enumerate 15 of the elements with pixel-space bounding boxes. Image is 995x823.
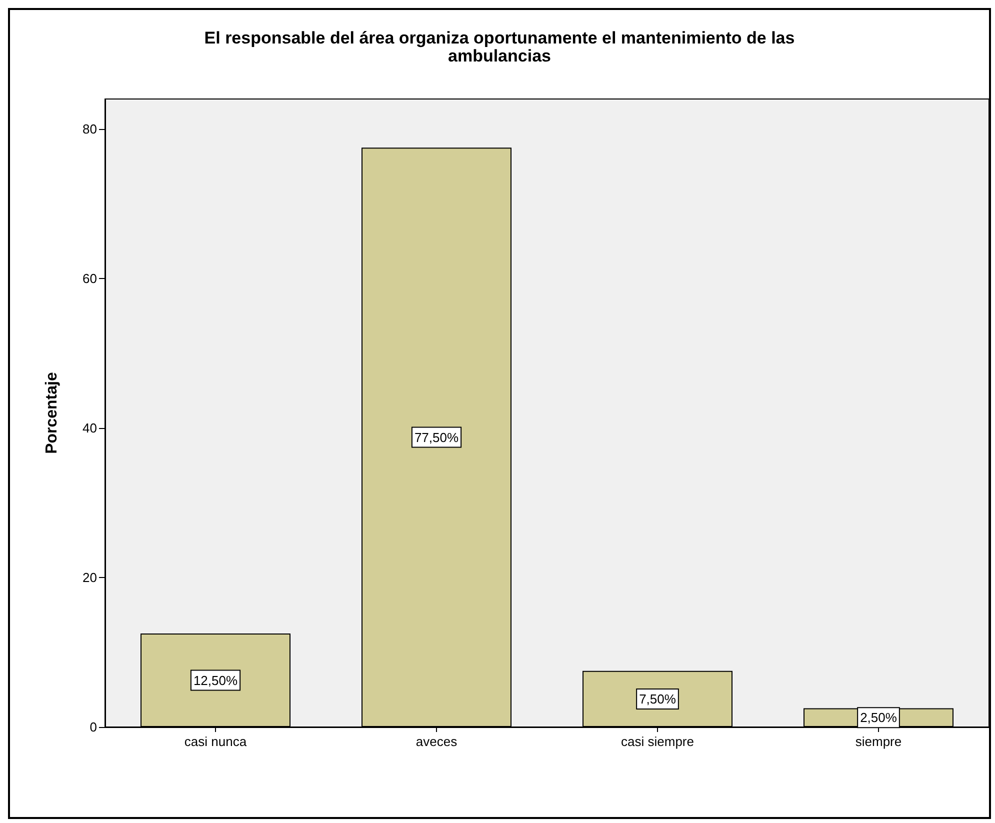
- data-label: 77,50%: [414, 430, 459, 445]
- y-axis-title: Porcentaje: [44, 372, 60, 454]
- chart-title: El responsable del área organiza oportunamente el mantenimiento de las ambulancias: [204, 28, 795, 66]
- x-tick-label: casi nunca: [184, 734, 248, 749]
- x-tick-label: casi siempre: [621, 734, 694, 749]
- data-label: 7,50%: [639, 691, 676, 706]
- y-tick-label: 20: [82, 570, 97, 585]
- y-tick-label: 40: [82, 420, 97, 436]
- data-label: 2,50%: [860, 710, 898, 726]
- x-tick-label: siempre: [855, 734, 902, 749]
- y-tick-label: 0: [90, 720, 97, 734]
- data-label: 12,50%: [193, 672, 238, 688]
- x-tick-label: aveces: [416, 734, 458, 749]
- y-tick-label: 60: [82, 270, 97, 286]
- y-tick-label: 80: [82, 121, 97, 136]
